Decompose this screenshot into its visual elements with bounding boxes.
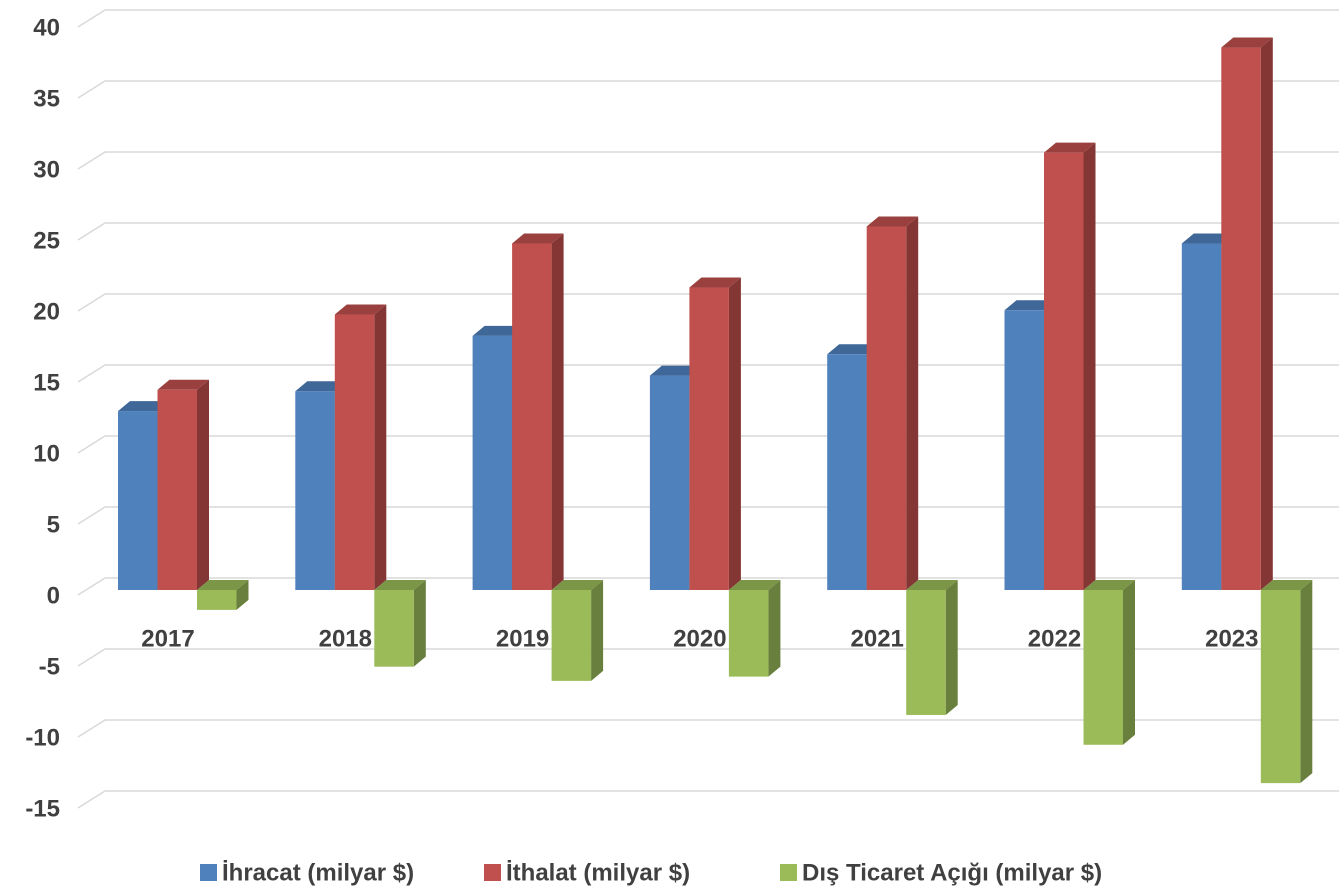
y-tick-label: -5 <box>39 653 60 680</box>
bar <box>649 375 690 590</box>
bar <box>334 314 375 590</box>
bar <box>157 389 197 590</box>
bar <box>1260 590 1301 784</box>
legend-label: İthalat (milyar $) <box>506 859 690 886</box>
bar-side <box>551 233 564 590</box>
grid-line <box>77 151 1339 170</box>
bar-side <box>768 580 781 677</box>
y-tick-label: 15 <box>33 369 60 396</box>
bar-top <box>1044 142 1096 153</box>
x-tick-label: 2022 <box>1028 625 1081 652</box>
bar-top <box>1260 580 1313 590</box>
bar <box>906 590 946 715</box>
bar-side <box>374 304 387 590</box>
bar-top <box>334 304 387 315</box>
x-tick-label: 2019 <box>496 625 549 652</box>
grid-line <box>77 435 1339 454</box>
bar <box>1004 310 1044 590</box>
legend-swatch <box>484 864 501 881</box>
bar <box>197 590 237 610</box>
bar-top <box>295 381 347 392</box>
bar-side <box>728 277 741 590</box>
y-tick-label: 5 <box>47 511 60 538</box>
y-tick-label: 35 <box>33 85 60 112</box>
bar-side <box>591 580 604 681</box>
bar <box>118 411 158 590</box>
bar <box>827 354 867 590</box>
bar-side <box>236 580 249 610</box>
y-tick-label: 30 <box>33 156 60 183</box>
bar-top <box>157 379 209 390</box>
x-tick-label: 2020 <box>673 625 726 652</box>
bar-top <box>906 580 958 590</box>
bar-top <box>1083 580 1135 590</box>
y-tick-label: -15 <box>25 795 60 822</box>
bar <box>1044 152 1084 590</box>
grid-line <box>77 222 1339 241</box>
legend-label: İhracat (milyar $) <box>222 859 414 886</box>
bar <box>728 590 769 677</box>
bar <box>374 590 414 667</box>
bar-side <box>945 580 958 715</box>
x-tick-label: 2023 <box>1205 625 1258 652</box>
grid-line <box>77 293 1339 312</box>
legend-label: Dış Ticaret Açığı (milyar $) <box>802 859 1102 886</box>
y-tick-label: 20 <box>33 298 60 325</box>
bar <box>551 590 592 681</box>
bar-top <box>472 325 525 336</box>
bar-top <box>551 580 604 590</box>
bar <box>295 391 335 590</box>
grid-line <box>77 364 1339 383</box>
grid-line <box>77 506 1339 525</box>
bar-top <box>1181 233 1234 244</box>
y-tick-label: -10 <box>25 724 60 751</box>
bar <box>472 335 513 590</box>
grid-line <box>77 9 1339 28</box>
bar-top <box>118 401 170 412</box>
x-tick-label: 2021 <box>851 625 904 652</box>
y-tick-label: 0 <box>47 582 60 609</box>
bar-top <box>1221 37 1273 48</box>
x-tick-label: 2018 <box>319 625 372 652</box>
bar-side <box>1083 142 1096 590</box>
x-tick-label: 2017 <box>141 625 194 652</box>
grid-line <box>77 80 1339 99</box>
bar-top <box>728 580 781 590</box>
bar-side <box>197 379 209 590</box>
bar <box>1083 590 1123 745</box>
bar-top <box>649 365 702 376</box>
y-tick-label: 25 <box>33 227 60 254</box>
bar-side <box>413 580 426 667</box>
bar-top <box>1004 300 1056 311</box>
bar-top <box>374 580 426 590</box>
bar-side <box>906 216 919 591</box>
bar-side <box>1300 580 1313 784</box>
bar <box>512 243 552 590</box>
bar-top <box>197 580 249 590</box>
legend-swatch <box>780 864 797 881</box>
bar-top <box>827 344 879 355</box>
bar <box>1221 47 1261 591</box>
legend-swatch <box>200 864 217 881</box>
bar-top <box>866 216 919 227</box>
grid-line <box>77 790 1339 809</box>
y-tick-label: 10 <box>33 440 60 467</box>
y-tick-label: 40 <box>33 14 60 41</box>
bar-side <box>1123 580 1135 745</box>
bar <box>689 287 729 590</box>
bar <box>1181 243 1222 590</box>
bar <box>866 226 907 591</box>
grid-line <box>77 719 1339 738</box>
bar-top <box>512 233 564 244</box>
bar-top <box>689 277 741 288</box>
grid-line <box>77 577 1339 596</box>
bar-side <box>1260 37 1273 591</box>
